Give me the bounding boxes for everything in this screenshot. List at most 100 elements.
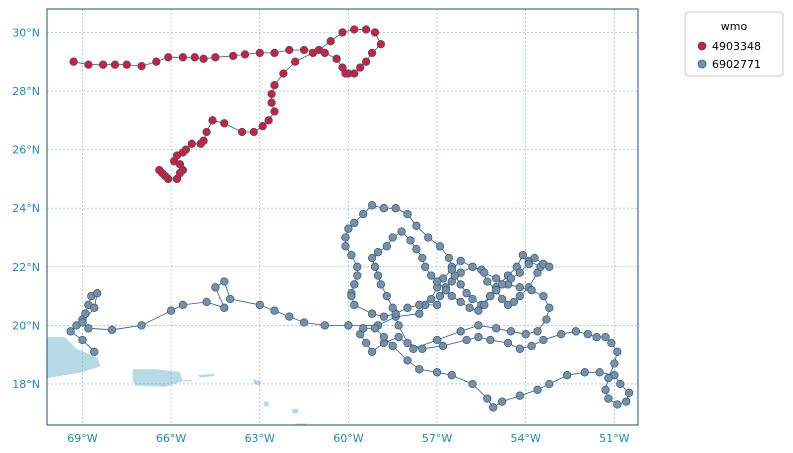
profile-point-6902771	[456, 280, 465, 289]
profile-point-6902771	[435, 291, 445, 301]
profile-point-6902771	[388, 341, 397, 351]
y-tick-label: 26°N	[12, 144, 40, 157]
profile-point-6902771	[90, 303, 99, 312]
y-axis-tick-labels: 18°N 20°N 22°N 24°N 26°N 28°N 30°N	[12, 26, 40, 391]
profile-point-6902771	[616, 379, 625, 389]
profile-point-6902771	[78, 335, 87, 345]
profile-point-6902771	[468, 262, 477, 271]
profile-point-6902771	[530, 253, 539, 263]
tracks-layer	[69, 29, 630, 408]
profile-point-6902771	[359, 209, 368, 219]
profile-point-6902771	[592, 332, 601, 342]
profile-point-6902771	[506, 327, 516, 336]
x-tick-label: 66°W	[156, 432, 186, 445]
profile-point-6902771	[483, 394, 492, 403]
profile-point-4903348	[308, 48, 318, 58]
profile-point-4903348	[291, 57, 300, 66]
profile-point-4903348	[338, 63, 347, 72]
profile-point-6902771	[480, 268, 489, 277]
profile-point-6902771	[515, 391, 524, 400]
profile-point-6902771	[435, 242, 445, 251]
profile-point-6902771	[539, 291, 548, 301]
profile-point-6902771	[462, 335, 471, 345]
profile-point-6902771	[509, 297, 519, 307]
profile-point-6902771	[347, 250, 356, 260]
profile-point-4903348	[84, 60, 93, 69]
profile-point-4903348	[249, 127, 258, 137]
profile-point-6902771	[503, 338, 513, 348]
profile-point-6902771	[447, 371, 456, 380]
profile-point-4903348	[211, 53, 220, 62]
profile-point-6902771	[515, 283, 524, 292]
profile-point-4903348	[196, 139, 205, 148]
profile-point-6902771	[84, 324, 93, 333]
profile-point-6902771	[427, 271, 436, 280]
profile-point-6902771	[409, 344, 418, 353]
land-layer	[47, 337, 307, 425]
profile-point-4903348	[178, 53, 188, 62]
legend: wmo 4903348 6902771	[684, 11, 784, 77]
points-layer	[66, 25, 634, 412]
profile-point-6902771	[545, 262, 554, 271]
profile-point-4903348	[229, 51, 238, 61]
profile-point-4903348	[208, 116, 217, 125]
profile-point-4903348	[370, 28, 380, 37]
y-tick-label: 20°N	[12, 319, 40, 332]
profile-point-6902771	[367, 347, 377, 356]
profile-point-6902771	[353, 271, 362, 280]
profile-point-6902771	[379, 312, 389, 321]
profile-point-6902771	[527, 341, 536, 351]
y-tick-label: 28°N	[12, 85, 40, 98]
profile-point-6902771	[468, 294, 477, 304]
profile-point-6902771	[347, 291, 356, 301]
profile-point-6902771	[474, 321, 483, 330]
profile-point-6902771	[367, 309, 377, 318]
profile-point-6902771	[367, 201, 377, 210]
profile-point-6902771	[424, 233, 433, 242]
profile-point-6902771	[341, 242, 350, 251]
x-tick-label: 63°W	[245, 432, 275, 445]
y-tick-label: 22°N	[12, 261, 40, 274]
profile-point-6902771	[533, 385, 542, 394]
profile-point-4903348	[137, 61, 146, 71]
profile-point-6902771	[394, 321, 403, 330]
profile-point-6902771	[270, 306, 279, 315]
profile-point-6902771	[521, 330, 530, 339]
profile-point-6902771	[427, 294, 436, 304]
profile-point-6902771	[542, 315, 551, 324]
x-tick-label: 54°W	[511, 432, 541, 445]
profile-point-6902771	[480, 300, 489, 310]
profile-point-6902771	[486, 291, 495, 301]
y-tick-label: 24°N	[12, 202, 40, 215]
profile-point-6902771	[432, 335, 442, 345]
profile-point-6902771	[604, 373, 613, 383]
profile-point-4903348	[361, 25, 371, 34]
legend-marker-4903348	[697, 41, 707, 51]
profile-point-6902771	[515, 268, 524, 277]
map-frame	[46, 8, 639, 426]
profile-point-6902771	[382, 291, 391, 301]
profile-point-6902771	[462, 289, 471, 298]
profile-point-6902771	[211, 283, 220, 292]
legend-label-6902771: 6902771	[712, 58, 761, 71]
profile-point-4903348	[350, 25, 359, 34]
profile-point-6902771	[415, 309, 424, 318]
land-antigua	[292, 408, 299, 414]
profile-point-4903348	[270, 81, 279, 90]
profile-point-6902771	[492, 324, 501, 333]
profile-point-4903348	[356, 63, 365, 72]
profile-point-6902771	[539, 335, 548, 345]
profile-point-6902771	[438, 341, 448, 351]
profile-point-6902771	[388, 233, 397, 242]
profile-point-4903348	[190, 53, 199, 62]
profile-point-6902771	[90, 347, 99, 356]
profile-point-6902771	[562, 371, 572, 380]
profile-point-4903348	[237, 127, 247, 137]
profile-point-4903348	[255, 48, 264, 58]
profile-point-6902771	[557, 330, 566, 339]
profile-point-4903348	[270, 107, 279, 116]
x-tick-label: 69°W	[67, 432, 97, 445]
profile-point-6902771	[492, 286, 501, 295]
profile-point-4903348	[199, 54, 208, 63]
